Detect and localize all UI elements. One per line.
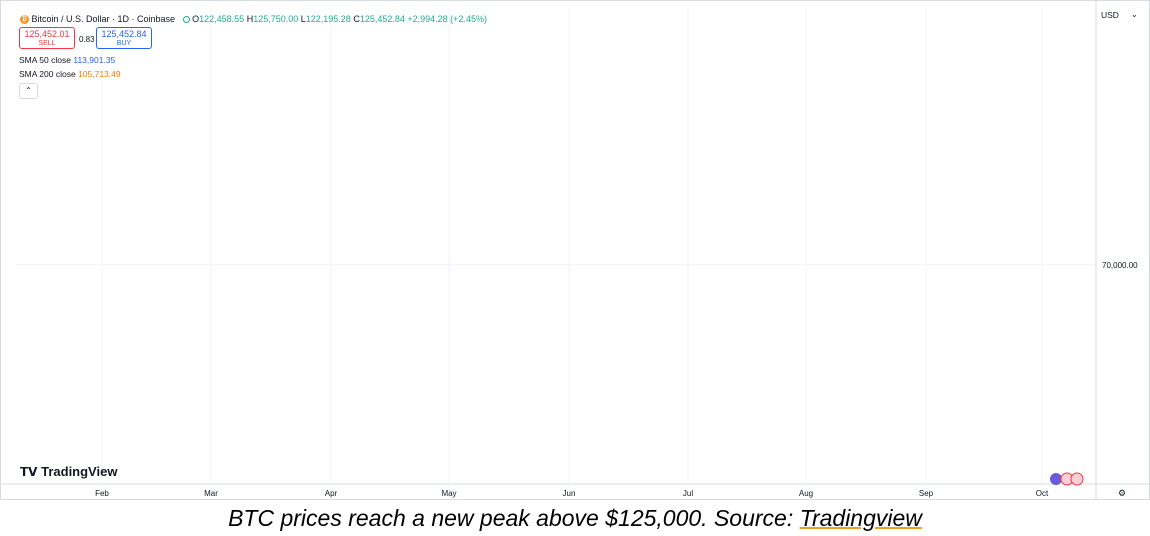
lightning-icon: [1050, 473, 1062, 485]
sell-label: SELL: [38, 40, 56, 47]
caption-source[interactable]: Tradingview: [799, 505, 922, 531]
market-open-icon: [182, 16, 190, 24]
x-tick-label: Mar: [204, 489, 218, 498]
event-icon-2: [1070, 472, 1084, 486]
sma50-legend[interactable]: SMA 50 close 113,901.35: [19, 55, 115, 65]
chevron-up-icon: ⌃: [25, 86, 32, 95]
sma50-value: 113,901.35: [73, 55, 116, 65]
caption-main: BTC prices reach a new peak above $125,0…: [228, 505, 800, 531]
sma200-label: SMA 200 close: [19, 69, 76, 79]
x-tick-label: May: [441, 489, 456, 498]
buy-button[interactable]: 125,452.84 BUY: [96, 27, 152, 49]
bitcoin-icon: ₿: [20, 15, 29, 25]
symbol-title: Bitcoin / U.S. Dollar · 1D · Coinbase: [31, 14, 176, 24]
sell-price: 125,452.01: [24, 29, 70, 39]
price-chart[interactable]: 127,500.00125,000.00122,500.00120,000.00…: [0, 0, 1150, 500]
ohlc-high: H125,750.00: [246, 14, 299, 24]
sell-button[interactable]: 125,452.01 SELL: [19, 27, 75, 49]
x-tick-label: Feb: [95, 489, 109, 498]
x-tick-label: Sep: [919, 489, 934, 498]
x-tick-label: Jul: [683, 489, 693, 498]
x-tick-label: Apr: [325, 489, 338, 498]
buy-price: 125,452.84: [101, 29, 147, 39]
tradingview-logo-icon: 𝗧𝗩: [20, 465, 38, 479]
y-tick-label: 70,000.00: [1102, 261, 1138, 270]
x-tick-label: Jun: [563, 489, 576, 498]
logo-text: TradingView: [41, 464, 118, 479]
x-tick-label: Oct: [1036, 489, 1049, 498]
sma200-legend[interactable]: SMA 200 close 105,713.49: [19, 69, 121, 79]
collapse-legend-button[interactable]: ⌃: [19, 83, 38, 99]
buy-label: BUY: [116, 40, 132, 47]
spread-value: 0.83: [79, 35, 95, 44]
ohlc-change: +2,994.28 (+2.45%): [407, 14, 487, 24]
chevron-down-icon[interactable]: ⌄: [1131, 10, 1138, 19]
settings-gear-icon[interactable]: ⚙: [1118, 488, 1127, 498]
sma200-value: 105,713.49: [78, 69, 121, 79]
ohlc-low: L122,195.28: [300, 14, 351, 24]
sma50-label: SMA 50 close: [19, 55, 71, 65]
tradingview-logo: 𝗧𝗩 TradingView: [20, 464, 117, 479]
currency-selector[interactable]: USD: [1101, 10, 1119, 20]
ohlc-open: O122,458.55: [192, 14, 245, 24]
symbol-legend: ₿ Bitcoin / U.S. Dollar · 1D · Coinbase …: [20, 14, 487, 25]
corner-badges[interactable]: [1049, 472, 1089, 488]
figure-caption: BTC prices reach a new peak above $125,0…: [0, 505, 1150, 532]
x-tick-label: Aug: [799, 489, 813, 498]
ohlc-close: C125,452.84: [353, 14, 405, 24]
